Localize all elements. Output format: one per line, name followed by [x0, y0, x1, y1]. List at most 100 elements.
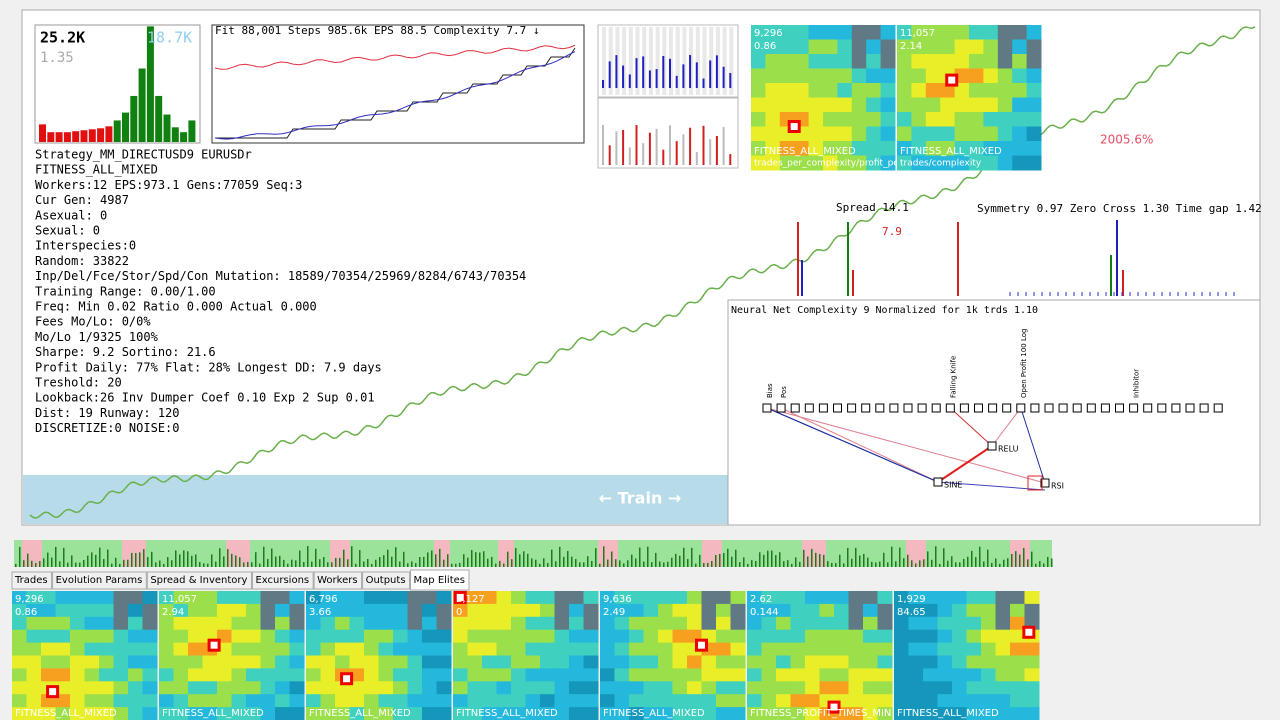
heatmap-cell: [217, 629, 232, 644]
heatmap-cell: [173, 616, 189, 631]
heatmap-cell: [569, 668, 584, 682]
strip-bar: [939, 563, 941, 567]
strip-shade: [38, 540, 42, 567]
heatmap-cell: [511, 642, 526, 656]
tab[interactable]: Workers: [317, 575, 357, 586]
tab-frame[interactable]: [410, 569, 470, 591]
strip-shade: [1010, 540, 1014, 567]
strip-bar: [555, 561, 557, 567]
heatmap-cell: [378, 603, 394, 618]
heatmap-cell: [306, 629, 321, 644]
strip-shade: [706, 540, 710, 567]
heatmap-cell: [511, 603, 526, 618]
strip-bar: [43, 558, 45, 567]
heatmap-cell: [1024, 655, 1040, 669]
heatmap-cell: [540, 655, 555, 669]
strip-bar: [743, 557, 745, 567]
heatmap-cell: [70, 603, 85, 618]
heatmap-cell: [952, 707, 967, 720]
heatmap-cell: [848, 655, 864, 669]
heatmap-cell: [908, 603, 924, 618]
strip-bar: [863, 553, 865, 567]
nn-input-label: Falling Knife: [949, 356, 957, 398]
tab-frame[interactable]: [146, 571, 252, 590]
tab[interactable]: Evolution Params: [56, 575, 143, 586]
heatmap-cell: [747, 694, 762, 708]
heatmap-cell: [540, 616, 555, 631]
heatmap-cell: [55, 591, 71, 605]
strip-bar: [267, 558, 269, 567]
heatmap-cell: [1010, 681, 1025, 695]
heatmap-cell: [658, 707, 673, 720]
strip-bar: [407, 563, 409, 567]
heatmap: [306, 591, 452, 720]
heatmap-cell: [306, 642, 321, 656]
heatmap-cell: [808, 126, 824, 142]
heatmap-cell: [877, 603, 893, 618]
heatmap-cell: [808, 97, 824, 113]
heatmap-cell: [981, 655, 996, 669]
stats-line: Workers:12 EPS:973.1 Gens:77059 Seq:3: [35, 178, 302, 192]
heatmap-cell: [851, 141, 867, 156]
tab[interactable]: Map Elites: [414, 575, 465, 586]
strip-bar: [779, 552, 781, 567]
strip-shade: [714, 540, 718, 567]
strip-bar: [463, 554, 465, 567]
nn-input-node: [1002, 403, 1012, 413]
heatmap-cell: [306, 707, 321, 720]
heatmap-cell: [730, 707, 746, 720]
heatmap-cell: [819, 591, 835, 605]
heatmap-cell: [995, 681, 1011, 695]
heatmap-cell: [658, 694, 673, 708]
heatmap-cell: [747, 629, 762, 644]
strip-bar: [503, 563, 505, 567]
mini-bar: [648, 132, 651, 165]
tab-frame[interactable]: [52, 571, 147, 590]
strip-bar: [963, 558, 965, 567]
tab[interactable]: Spread & Inventory: [150, 575, 247, 586]
heatmap-cell: [969, 68, 984, 84]
heatmap-cell: [981, 616, 996, 631]
nn-input-node: [875, 403, 885, 413]
heatmap-cell: [808, 54, 824, 69]
heatmap-cell: [925, 141, 941, 156]
tab[interactable]: Outputs: [366, 575, 406, 586]
heatmap-cell: [70, 681, 85, 695]
heatmap-cell: [765, 39, 781, 55]
nn-input-node: [1058, 403, 1068, 413]
heatmap-cell: [981, 694, 996, 708]
tab-frame[interactable]: [251, 571, 314, 590]
strip-bar: [275, 556, 277, 567]
tab[interactable]: Trades: [14, 575, 48, 586]
tab-frame[interactable]: [313, 571, 363, 590]
heatmap-cell: [55, 694, 71, 708]
heatmap-cell: [482, 694, 497, 708]
heatmap-cell: [70, 616, 85, 631]
heatmap-cell: [482, 603, 497, 618]
strip-shade: [910, 540, 914, 567]
train-button[interactable]: ← Train →: [599, 489, 682, 508]
heatmap: [12, 591, 158, 720]
heatmap-cell: [511, 591, 526, 605]
nn-input-node: [833, 403, 842, 413]
strip-bar: [403, 551, 405, 567]
tab[interactable]: Excursions: [255, 575, 309, 586]
mini-bg: [729, 27, 734, 95]
strip-bar: [883, 552, 885, 567]
heatmap-axes: trades/complexity: [900, 159, 982, 169]
strip-shade: [26, 540, 30, 567]
heatmap-cell: [925, 97, 941, 113]
nn-edge: [766, 407, 939, 483]
heatmap-cell: [765, 155, 781, 171]
heatmap-cell: [995, 707, 1011, 720]
heatmap-cell: [436, 642, 452, 656]
tab-frame[interactable]: [11, 571, 53, 590]
tab-frame[interactable]: [362, 571, 411, 590]
heatmap-cell: [159, 603, 174, 618]
heatmap-cell: [983, 68, 999, 84]
strip-bar: [1023, 547, 1025, 567]
heatmap-cell: [880, 39, 896, 55]
heatmap-cell: [851, 83, 867, 98]
heatmap-cell: [84, 629, 100, 644]
best-cell: [207, 638, 221, 652]
